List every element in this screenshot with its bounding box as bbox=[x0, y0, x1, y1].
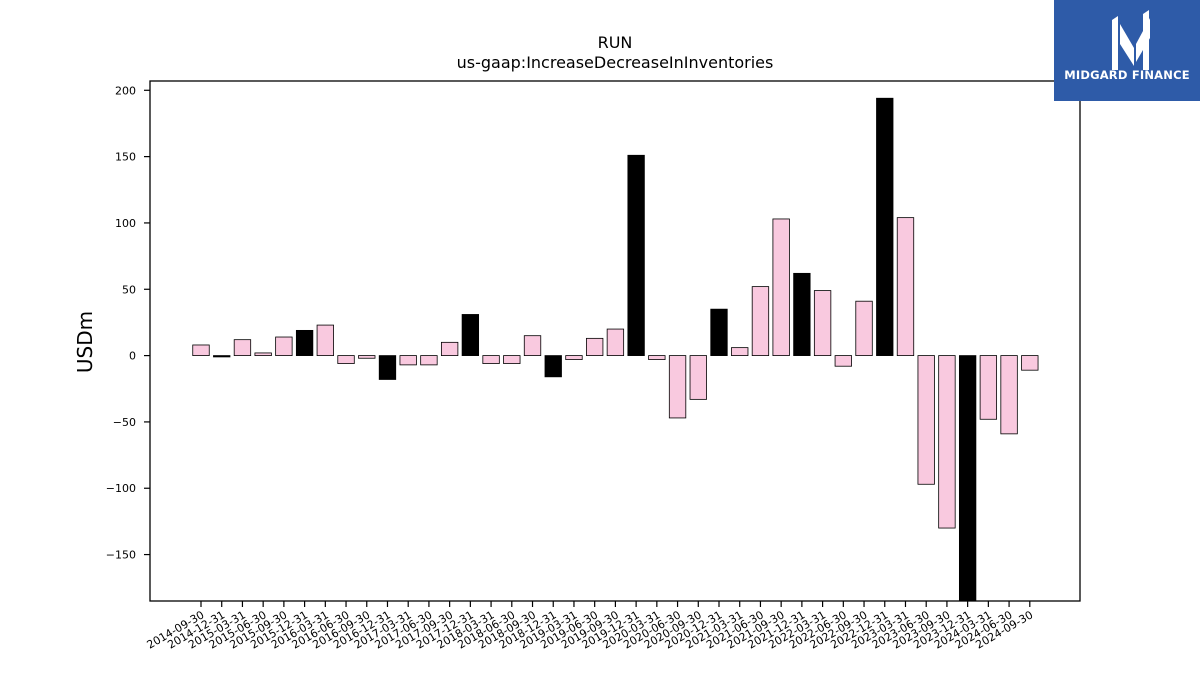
bar bbox=[710, 308, 728, 356]
bar bbox=[772, 218, 790, 356]
bar bbox=[275, 336, 293, 356]
bar bbox=[606, 328, 625, 356]
bar bbox=[461, 314, 480, 356]
y-tick-label: 0 bbox=[129, 350, 136, 363]
bar bbox=[420, 355, 438, 366]
y-tick-label: 150 bbox=[115, 151, 136, 164]
y-tick-label: 200 bbox=[115, 84, 136, 97]
y-tick-label: 100 bbox=[115, 217, 136, 230]
bar bbox=[233, 339, 252, 356]
bar bbox=[440, 341, 459, 356]
bar bbox=[316, 324, 334, 356]
bar bbox=[358, 355, 376, 359]
x-axis-ticks: 2014-09-302014-12-312015-03-312015-06-30… bbox=[145, 601, 1035, 652]
bar bbox=[938, 355, 956, 529]
chart-title: RUN bbox=[598, 33, 633, 52]
y-tick-label: −50 bbox=[113, 416, 136, 429]
bars-group bbox=[192, 97, 1039, 602]
bar bbox=[337, 355, 355, 364]
bar bbox=[751, 286, 770, 356]
bar bbox=[523, 335, 542, 356]
bar bbox=[378, 355, 397, 380]
y-axis-ticks: −150 −100 −50 0 50 100 150 200 bbox=[106, 84, 150, 562]
bar bbox=[958, 355, 977, 602]
bar bbox=[1021, 355, 1039, 371]
bar bbox=[855, 300, 873, 356]
y-axis-label: USDm bbox=[73, 311, 97, 373]
brand-name: MIDGARD FINANCE bbox=[1064, 68, 1190, 82]
bar bbox=[565, 355, 583, 360]
y-tick-label: 50 bbox=[122, 283, 136, 296]
bar bbox=[979, 355, 998, 420]
midgard-m-icon bbox=[1112, 10, 1150, 70]
bar bbox=[627, 154, 645, 356]
bar bbox=[544, 355, 562, 378]
y-tick-label: −100 bbox=[106, 482, 136, 495]
bar bbox=[917, 355, 935, 485]
bar bbox=[399, 355, 417, 366]
bar bbox=[1000, 355, 1018, 435]
bar bbox=[586, 337, 604, 356]
bar bbox=[689, 355, 707, 400]
bar bbox=[668, 355, 687, 419]
bar bbox=[813, 290, 832, 356]
bar bbox=[896, 217, 915, 356]
plot-frame bbox=[149, 80, 1081, 602]
y-tick-label: −150 bbox=[106, 549, 136, 562]
bar bbox=[295, 329, 314, 356]
bar bbox=[192, 344, 210, 356]
bar bbox=[834, 355, 852, 367]
bar bbox=[731, 347, 749, 356]
chart-subtitle: us-gaap:IncreaseDecreaseInInventories bbox=[457, 53, 774, 72]
bar bbox=[503, 355, 521, 364]
bar bbox=[254, 352, 272, 356]
bar bbox=[876, 97, 894, 356]
bar bbox=[213, 355, 231, 358]
bar bbox=[648, 355, 666, 360]
bar bbox=[482, 355, 500, 364]
bar bbox=[793, 272, 811, 356]
brand-logo: MIDGARD FINANCE bbox=[1054, 0, 1200, 101]
